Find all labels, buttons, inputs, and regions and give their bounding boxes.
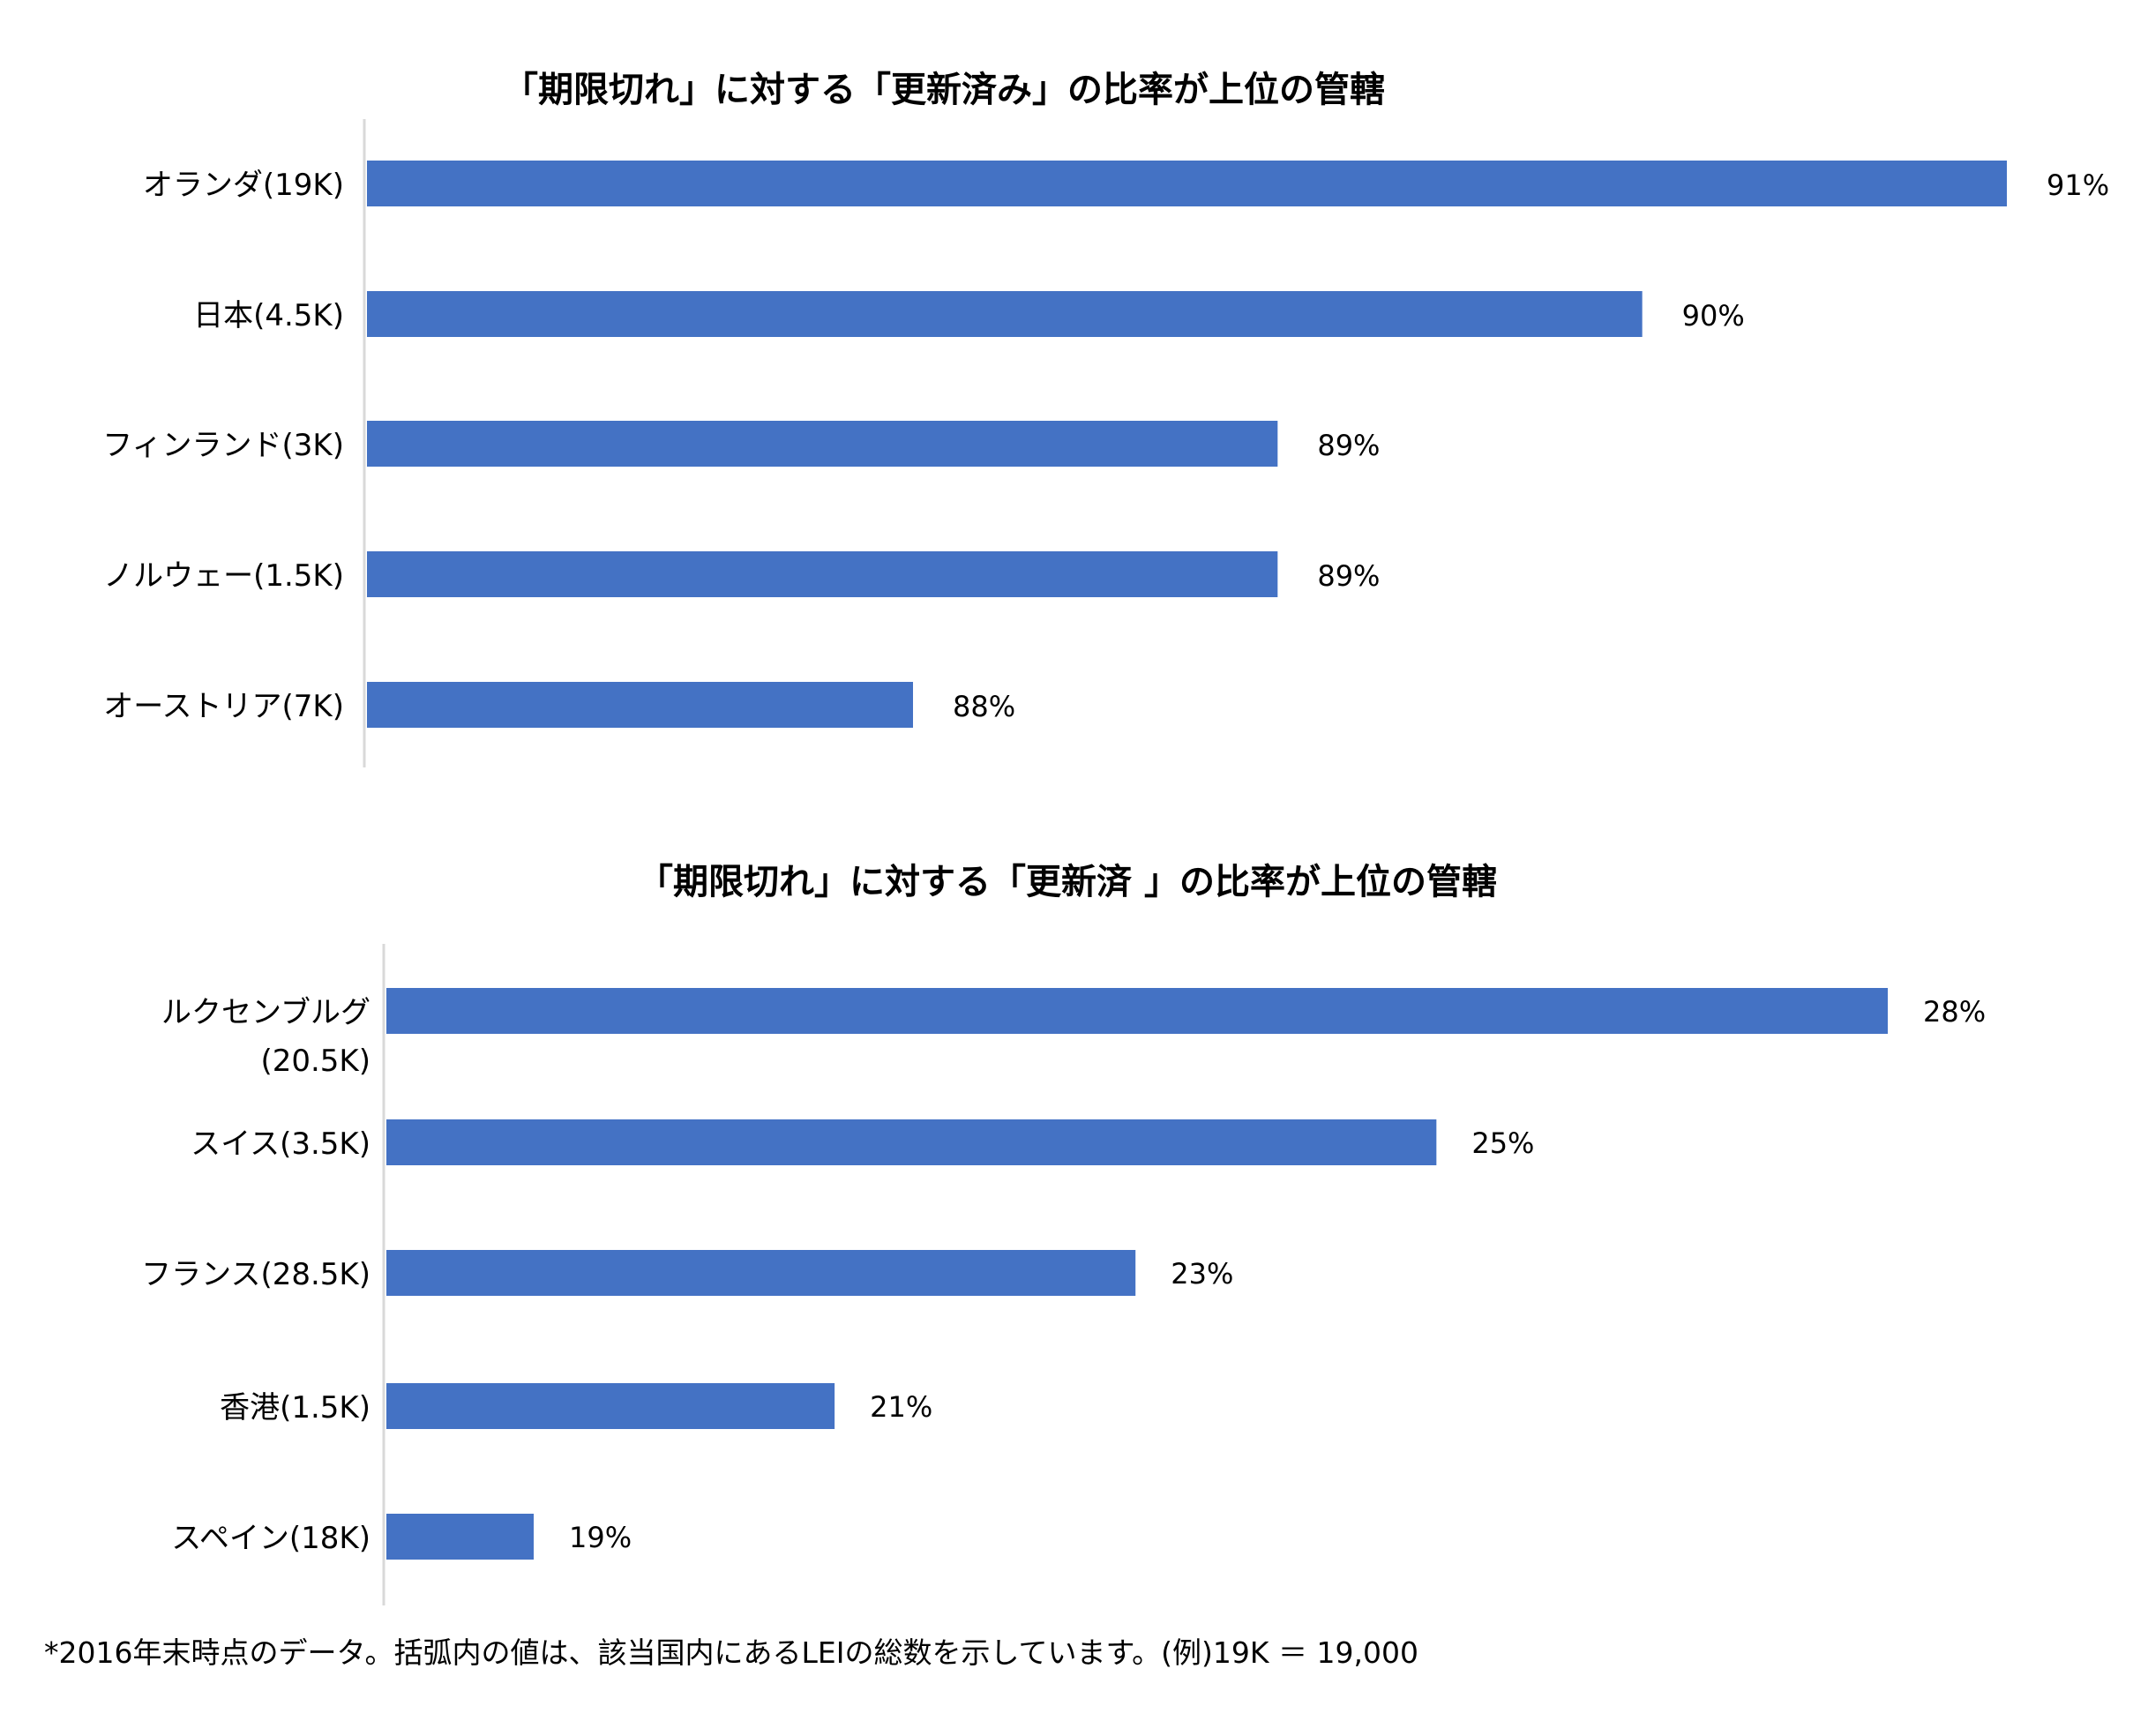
data-label-0: 28% (1923, 995, 1986, 1029)
bar-3 (386, 1383, 835, 1429)
category-label-2: フランス(28.5K) (141, 1257, 370, 1292)
data-label-2: 89% (1317, 429, 1380, 462)
category-label-4: スペイン(18K) (171, 1521, 370, 1556)
bar-2 (386, 1250, 1136, 1296)
chart-bottom: 「期限切れ」に対する「更新済 」の比率が上位の管轄 28% ルクセンブルグ(20.… (141, 862, 1986, 1605)
category-label-1: 日本(4.5K) (193, 298, 344, 333)
category-label-0: ルクセンブルグ(20.5K) (161, 995, 370, 1079)
category-label-1: スイス(3.5K) (191, 1126, 370, 1162)
bar-4 (367, 682, 913, 728)
bar-0 (386, 988, 1888, 1034)
data-label-0: 91% (2047, 168, 2109, 202)
chart-bottom-bars: 28% ルクセンブルグ(20.5K) 25% スイス(3.5K) 23% フランス(28.… (141, 988, 1986, 1560)
chart-top: 「期限切れ」に対する「更新済み」の比率が上位の管轄 91% オランダ(19K) 90… (102, 70, 2109, 767)
bar-1 (386, 1119, 1437, 1165)
bar-1 (367, 291, 1643, 337)
data-label-4: 19% (569, 1521, 632, 1554)
data-label-3: 89% (1317, 559, 1380, 593)
data-label-2: 23% (1171, 1257, 1233, 1291)
category-label-3: ノルウェー(1.5K) (103, 558, 344, 594)
category-label-2: フィンランド(3K) (102, 428, 344, 463)
category-label-4: オーストリア(7K) (103, 689, 344, 724)
chart-top-title: 「期限切れ」に対する「更新済み」の比率が上位の管轄 (503, 70, 1385, 110)
data-label-1: 90% (1682, 299, 1745, 333)
footnote: *2016年末時点のデータ。括弧内の値は、該当国内にあるLEIの総数を示していま… (44, 1635, 1418, 1670)
bar-4 (386, 1514, 534, 1560)
chart-top-bars: 91% オランダ(19K) 90% 日本(4.5K) 89% フィンランド(3K) 89% ノ… (102, 161, 2109, 728)
data-label-4: 88% (953, 690, 1015, 723)
bar-3 (367, 551, 1278, 597)
category-label-3: 香港(1.5K) (220, 1390, 370, 1425)
bar-2 (367, 421, 1278, 467)
bar-0 (367, 161, 2007, 206)
category-label-0: オランダ(19K) (143, 168, 344, 203)
data-label-3: 21% (870, 1390, 932, 1424)
chart-bottom-title: 「期限切れ」に対する「更新済 」の比率が上位の管轄 (638, 862, 1497, 902)
data-label-1: 25% (1471, 1126, 1534, 1160)
